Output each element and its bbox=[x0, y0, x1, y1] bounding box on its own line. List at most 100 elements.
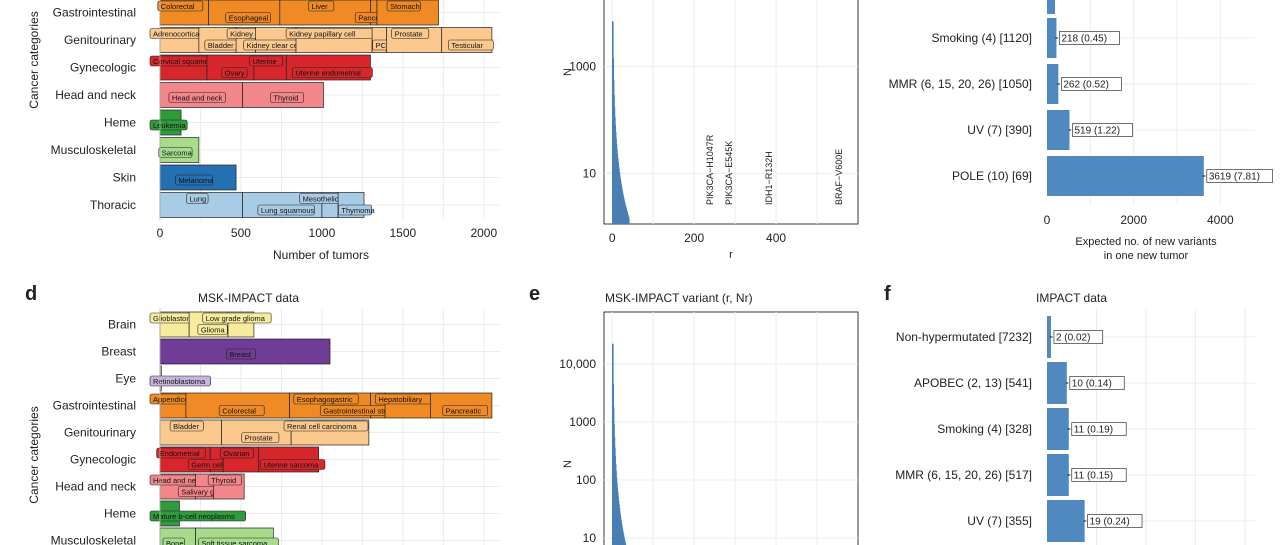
segment-tag bbox=[149, 510, 246, 522]
category-label-eye: Eye bbox=[115, 372, 136, 386]
x-axis-label: in one new tumor bbox=[1104, 250, 1189, 262]
plot-frame bbox=[603, 0, 859, 225]
variant-annotation: PIK3CA−E545K bbox=[724, 141, 734, 205]
value-bar bbox=[1047, 110, 1070, 150]
value-bar bbox=[1047, 64, 1059, 104]
value-bar bbox=[1047, 156, 1204, 196]
segment-tag bbox=[156, 447, 206, 459]
segment-tag bbox=[157, 0, 204, 12]
segment-tag bbox=[221, 67, 248, 78]
segment-label-glioma: Glioma bbox=[201, 326, 226, 335]
category-label-genitourinary: Genitourinary bbox=[64, 33, 136, 47]
category-label-gastrointestinal: Gastrointestinal bbox=[53, 6, 136, 20]
value-tag bbox=[1053, 330, 1104, 344]
value-label: 519 (1.22) bbox=[1074, 126, 1120, 137]
category-label-skin: Skin bbox=[113, 171, 136, 185]
y-axis-label: Cancer categories bbox=[27, 11, 41, 108]
segment-label-appendiceal: Appendiceal bbox=[153, 395, 195, 404]
category-label-musculoskeletal: Musculoskeletal bbox=[51, 143, 136, 157]
segment-label-renal-cell-carcinoma: Renal cell carcinoma bbox=[287, 422, 357, 431]
value-tag bbox=[1071, 468, 1127, 482]
category-label-head-and-neck: Head and neck bbox=[55, 480, 137, 494]
category-label-heme: Heme bbox=[104, 116, 136, 130]
category-label-gynecologic: Gynecologic bbox=[70, 453, 136, 467]
segment-label-thymoma: Thymoma bbox=[341, 206, 375, 215]
segment-label-sarcoma: Sarcoma bbox=[162, 149, 193, 158]
variant-annotation: PIK3CA−H1047R bbox=[705, 134, 715, 205]
category-label-head-and-neck: Head and neck bbox=[55, 88, 137, 102]
segment-label-salivary-gland: Salivary gland bbox=[181, 488, 228, 497]
segment-label-bladder: Bladder bbox=[208, 41, 234, 50]
value-bar bbox=[1047, 362, 1067, 404]
panel-title: MSK-IMPACT variant (r, Nr) bbox=[605, 291, 753, 305]
segment-label-lung-squamous: Lung squamous bbox=[261, 206, 315, 215]
variant-annotation: IDH1−R132H bbox=[764, 151, 774, 205]
value-tag bbox=[1087, 514, 1143, 528]
panel-letter-f: f bbox=[884, 283, 891, 305]
category-label-gastrointestinal: Gastrointestinal bbox=[53, 399, 136, 413]
category-label-smoking-4-328: Smoking (4) [328] bbox=[937, 422, 1032, 436]
category-label-gynecologic: Gynecologic bbox=[70, 61, 136, 75]
segment-tag bbox=[175, 174, 213, 186]
segment-label-stomach: Stomach bbox=[390, 2, 420, 11]
value-bar bbox=[1047, 454, 1069, 496]
category-label-smoking-4-1120: Smoking (4) [1120] bbox=[932, 31, 1033, 45]
value-label: 19 (0.24) bbox=[1090, 517, 1130, 528]
category-label-uv-7-390: UV (7) [390] bbox=[967, 123, 1032, 137]
segment-label-uterine: Uterine bbox=[252, 57, 276, 66]
segment-tag bbox=[149, 119, 188, 131]
segment-label-mature-b-cell-neoplasms: Mature b-cell neoplasms bbox=[153, 512, 235, 521]
category-label-apobec-2-13-541: APOBEC (2, 13) [541] bbox=[914, 376, 1032, 390]
x-tick-label: 200 bbox=[684, 231, 704, 245]
segment-label-breast: Breast bbox=[229, 350, 252, 359]
segment-tag bbox=[308, 0, 335, 12]
category-label-uv-7-355: UV (7) [355] bbox=[967, 514, 1032, 528]
x-tick-label: 2000 bbox=[470, 226, 497, 240]
category-label-mmr-6-15-20-26-1050: MMR (6, 15, 20, 26) [1050] bbox=[889, 77, 1032, 91]
frequency-bar bbox=[627, 217, 630, 224]
plot-frame bbox=[603, 311, 859, 545]
segment-label-thyroid: Thyroid bbox=[273, 94, 298, 103]
value-label: 11 (0.15) bbox=[1074, 471, 1113, 482]
segment-tag bbox=[448, 39, 494, 51]
category-label-non-hypermutated-7232: Non-hypermutated [7232] bbox=[896, 330, 1032, 344]
panel-b: 10 1000 0 200 400 r N PIK3CA−H1047R PIK3CA−E545K… bbox=[562, 0, 859, 261]
segment-label-kidney-papillary-cell: Kidney papillary cell bbox=[289, 30, 356, 39]
segment-label-retinoblastoma: Retinoblastoma bbox=[153, 377, 206, 386]
segment-tag bbox=[260, 459, 326, 470]
segment-tag bbox=[283, 420, 369, 432]
segment-label-uterine-sarcoma: Uterine sarcoma bbox=[263, 461, 319, 470]
segment-label-pancreatic: Pancreatic bbox=[358, 14, 394, 23]
value-tag bbox=[1059, 31, 1120, 45]
y-tick-label: 10 bbox=[583, 166, 597, 180]
variant-annotation: BRAF−V600E bbox=[834, 149, 844, 205]
segment-tag bbox=[257, 204, 315, 216]
segment-label-uterine-endometrial: Uterine endometrial bbox=[295, 69, 361, 78]
category-label-pole-10-69: POLE (10) [69] bbox=[952, 169, 1032, 183]
segment-label-mesothelioma: Mesothelioma bbox=[303, 195, 351, 204]
segment-tag bbox=[226, 348, 257, 360]
segment-label-adrenocortical: Adrenocortical bbox=[153, 30, 201, 39]
segment-label-soft-tissue-sarcoma: Soft tissue sarcoma bbox=[201, 539, 268, 545]
segment-label-ovarian: Ovarian bbox=[223, 449, 249, 458]
value-tag bbox=[1061, 77, 1122, 91]
segment-tag bbox=[162, 537, 185, 545]
segment-tag bbox=[202, 312, 272, 324]
value-tag bbox=[1069, 376, 1125, 390]
segment-label-germ-cell-tumor: Germ cell tumor bbox=[191, 461, 245, 470]
value-bar bbox=[1047, 18, 1057, 58]
x-tick-label: 2000 bbox=[1120, 213, 1147, 227]
segment-label-testicular: Testicular bbox=[451, 41, 483, 50]
category-label-musculoskeletal: Musculoskeletal bbox=[51, 534, 136, 545]
value-bar bbox=[1047, 500, 1085, 542]
segment-tag bbox=[186, 193, 209, 204]
value-bar-clipped bbox=[1047, 0, 1055, 14]
segment-label-colorectal: Colorectal bbox=[161, 2, 195, 11]
segment-label-hepatobiliary: Hepatobiliary bbox=[378, 395, 422, 404]
segment-label-thyroid: Thyroid bbox=[211, 476, 236, 485]
segment-label-cervical-squamous: Cervical squamous bbox=[153, 57, 217, 66]
y-tick-label: 10 bbox=[583, 531, 597, 545]
panel-title: IMPACT data bbox=[1036, 291, 1107, 305]
category-label-brain: Brain bbox=[108, 318, 136, 332]
value-tag bbox=[1072, 123, 1133, 137]
